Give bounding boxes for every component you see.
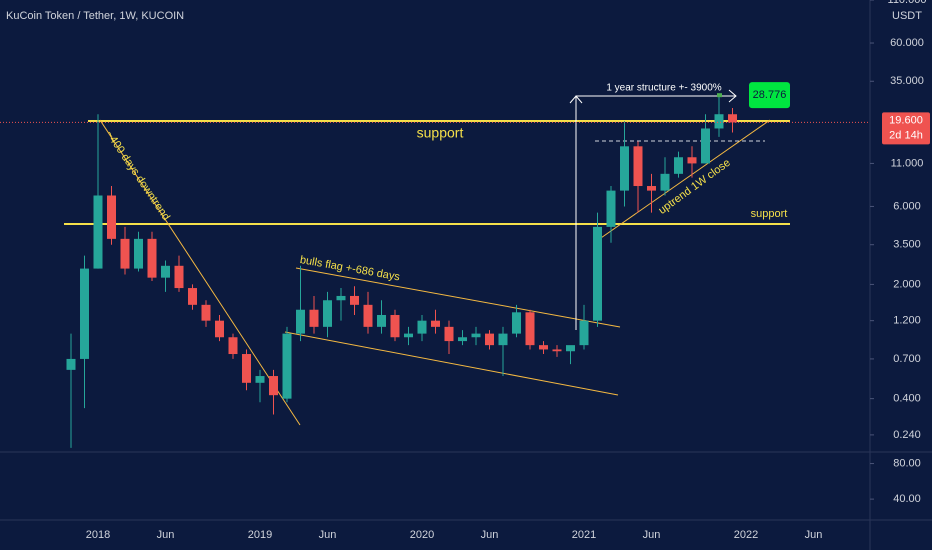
candle-body [417, 320, 427, 334]
candle-body [107, 195, 116, 239]
candle-body [512, 312, 521, 334]
candle-body [471, 333, 481, 338]
candle-body [498, 333, 508, 346]
currency-label: USDT [892, 10, 922, 22]
y-tick-label: 6.000 [893, 200, 921, 212]
flag-line [284, 331, 619, 396]
candle-body [363, 304, 373, 327]
candle-body [296, 309, 305, 334]
y-tick-label: 11.000 [891, 157, 924, 169]
candle-body [242, 354, 251, 383]
y-tick-label: 80.00 [893, 457, 921, 469]
uptrend-line [597, 119, 771, 241]
annotation: 1 year structure +- 3900% [606, 83, 721, 94]
candle-body [188, 288, 197, 305]
x-tick-label: Jun [805, 529, 823, 541]
candle-body [161, 265, 170, 278]
candle-body [93, 195, 103, 269]
flag-line [295, 267, 621, 328]
candle-body [215, 320, 224, 338]
x-tick-label: Jun [319, 529, 337, 541]
candle-body [66, 358, 76, 370]
annotation: support [751, 208, 788, 220]
target-box [749, 82, 790, 109]
candle-body [525, 312, 535, 346]
y-tick-label: 0.400 [893, 393, 921, 405]
candle-body [458, 337, 467, 342]
candle-body [620, 146, 629, 191]
y-tick-label: 0.240 [893, 429, 921, 441]
x-tick-label: 2021 [572, 529, 596, 541]
chart-title: KuCoin Token / Tether, 1W, KUCOIN [6, 10, 184, 22]
y-tick-label: 35.000 [890, 75, 924, 87]
arrow-head [728, 89, 737, 103]
y-tick-label: 110.000 [888, 0, 927, 6]
candle-body [728, 114, 737, 123]
y-tick-label: 1.200 [893, 315, 921, 327]
y-tick-label: 2.000 [893, 278, 921, 290]
candle-body [701, 128, 710, 164]
x-tick-label: 2019 [248, 529, 272, 541]
target-label: 28.776 [753, 89, 787, 101]
annotation: support [417, 125, 464, 141]
candle-body [687, 157, 697, 164]
candle-body [309, 309, 319, 327]
candle-body [323, 300, 332, 327]
candle-body [147, 238, 157, 278]
candle-body [660, 173, 670, 191]
candle-body [269, 376, 278, 396]
candle-body [336, 295, 346, 301]
arrow-head [569, 95, 583, 104]
candle-body [282, 333, 292, 399]
candle-body [120, 238, 130, 269]
y-tick-label: 60.000 [890, 37, 924, 49]
candle-body [80, 268, 89, 359]
x-tick-label: 2018 [86, 529, 110, 541]
y-tick-label: 0.700 [893, 353, 921, 365]
candle-body [444, 326, 454, 342]
candle-body [201, 304, 211, 321]
y-tick-label: 3.500 [893, 239, 921, 251]
candle-body [633, 146, 643, 187]
x-tick-label: Jun [643, 529, 661, 541]
candle-body [404, 333, 413, 338]
candle-body [552, 349, 562, 352]
candle-body [174, 265, 184, 289]
x-tick-label: 2020 [410, 529, 434, 541]
candle-body [134, 238, 143, 269]
candle-body [350, 295, 359, 305]
target-marker [717, 93, 722, 98]
candle-body [579, 320, 589, 346]
candle-body [606, 190, 616, 227]
candle-body [431, 320, 440, 327]
drawings [64, 89, 790, 426]
countdown: 2d 14h [889, 129, 923, 141]
candle-body [390, 314, 400, 338]
candle-body [539, 345, 548, 350]
candle-body [714, 114, 724, 129]
candle-body [255, 376, 265, 383]
candle-body [674, 157, 683, 174]
last-price-tag [882, 112, 930, 145]
candle-body [377, 314, 386, 327]
y-tick-label: 40.00 [893, 493, 921, 505]
x-tick-label: Jun [481, 529, 499, 541]
last-price-label: 19.600 [889, 114, 923, 126]
annotation: bulls flag +-686 days [299, 254, 401, 283]
candle-body [485, 333, 494, 346]
candle-body [593, 226, 602, 321]
x-tick-label: 2022 [734, 529, 758, 541]
candle-body [566, 345, 575, 352]
candle-body [647, 186, 656, 191]
candle-body [228, 337, 238, 355]
trend-line [99, 119, 301, 426]
x-tick-label: Jun [157, 529, 175, 541]
